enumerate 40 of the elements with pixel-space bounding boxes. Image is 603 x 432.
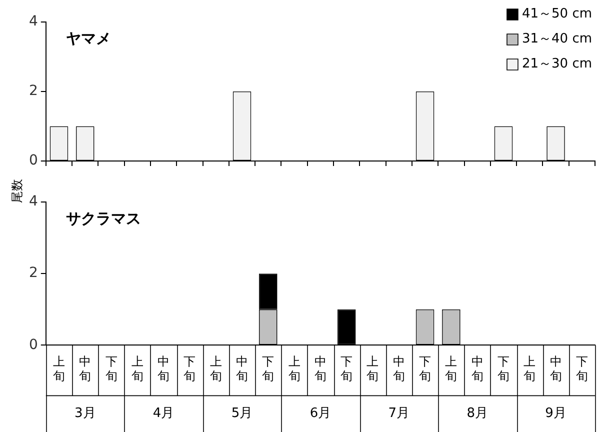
- x-tick-label: 上旬: [288, 354, 300, 383]
- x-tick-label: 上旬: [445, 354, 458, 383]
- text: ヤマメ: [66, 29, 111, 48]
- text: 9月: [545, 406, 566, 421]
- x-tick-label: 中旬: [471, 354, 484, 383]
- x-tick-label: 下旬: [576, 354, 588, 383]
- x-tick-label: 下旬: [262, 354, 274, 383]
- x-tick-label: 上旬: [210, 354, 222, 383]
- x-tick-label: 中旬: [79, 354, 92, 383]
- x-tick-label: 中旬: [392, 354, 405, 383]
- y-tick-label: 2: [28, 83, 38, 100]
- text: 4月: [152, 406, 174, 421]
- text: 3月: [74, 406, 96, 421]
- x-tick-label: 上旬: [52, 354, 65, 383]
- text: 7月: [388, 406, 410, 421]
- legend-label: 41～50 cm: [522, 6, 592, 22]
- y-axis-title: 尾数: [10, 179, 24, 203]
- y-tick-label: 4: [28, 14, 38, 30]
- y-tick-label: 2: [28, 265, 38, 282]
- legend-label: 21～30 cm: [522, 56, 592, 72]
- x-tick-label: 下旬: [340, 354, 353, 383]
- x-tick-label: 上旬: [131, 354, 144, 383]
- x-tick-label: 下旬: [497, 354, 510, 383]
- text: 6月: [310, 406, 332, 421]
- x-tick-label: 下旬: [419, 354, 432, 383]
- x-tick-label: 中旬: [236, 354, 248, 383]
- x-tick-label: 上旬: [524, 354, 536, 383]
- x-tick-label: 上旬: [366, 354, 379, 383]
- legend-label: 31～40 cm: [522, 31, 592, 46]
- y-tick-label: 4: [28, 194, 38, 210]
- text: 8月: [466, 406, 488, 421]
- x-tick-label: 中旬: [314, 354, 326, 383]
- x-tick-label: 下旬: [184, 354, 196, 383]
- x-tick-label: 中旬: [158, 354, 170, 383]
- y-tick-label: 0: [28, 336, 38, 353]
- y-tick-label: 0: [28, 152, 38, 169]
- x-tick-label: 中旬: [550, 354, 562, 383]
- text: サクラマス: [66, 209, 141, 228]
- text: 5月: [231, 406, 253, 421]
- x-tick-label: 下旬: [105, 354, 118, 383]
